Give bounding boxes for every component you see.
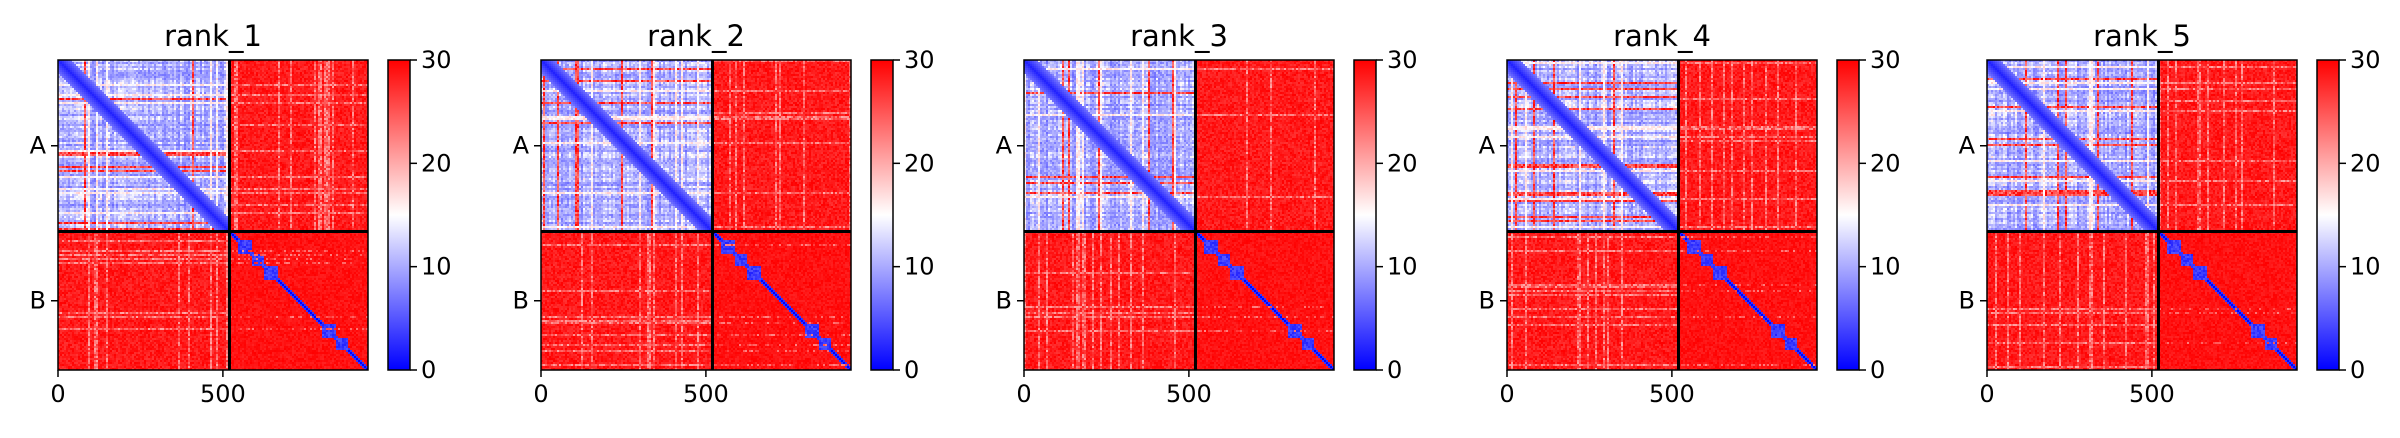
colorbar-tick-label: 20 <box>1870 149 1901 177</box>
colorbar-tick-label: 20 <box>421 149 452 177</box>
y-tick-label: B <box>996 287 1012 315</box>
panel-5: rank_5 0 500 A B 0 10 20 30 <box>1959 19 2381 408</box>
x-tick-label: 500 <box>2129 380 2175 408</box>
y-tick-label: A <box>1479 132 1496 160</box>
pae-heatmap <box>541 60 851 370</box>
panel-title: rank_2 <box>647 19 745 53</box>
colorbar-tick-label: 0 <box>2350 356 2365 384</box>
x-tick-label: 0 <box>1499 380 1514 408</box>
colorbar-tick-label: 10 <box>2350 253 2381 281</box>
colorbar-tick-label: 30 <box>421 46 452 74</box>
x-tick-label: 0 <box>533 380 548 408</box>
colorbar-tick-label: 0 <box>421 356 436 384</box>
panel-title: rank_5 <box>2093 19 2191 53</box>
colorbar-tick-label: 30 <box>1387 46 1418 74</box>
x-tick-label: 0 <box>50 380 65 408</box>
colorbar <box>871 60 893 370</box>
panel-title: rank_1 <box>164 19 262 53</box>
panel-2: rank_2 0 500 A B 0 10 20 30 <box>513 19 935 408</box>
plot-frame <box>1506 59 1818 371</box>
colorbar <box>1837 60 1859 370</box>
panel-title: rank_4 <box>1613 19 1711 53</box>
colorbar-tick-label: 10 <box>421 253 452 281</box>
panel-4: rank_4 0 500 A B 0 10 20 30 <box>1479 19 1901 408</box>
colorbar-tick-label: 30 <box>2350 46 2381 74</box>
y-tick-label: A <box>513 132 530 160</box>
colorbar-tick-label: 10 <box>904 253 935 281</box>
y-tick-label: B <box>513 287 529 315</box>
y-tick-label: B <box>30 287 46 315</box>
colorbar-tick-label: 10 <box>1387 253 1418 281</box>
colorbar-tick-label: 10 <box>1870 253 1901 281</box>
colorbar <box>1354 60 1376 370</box>
pae-heatmap <box>1024 60 1334 370</box>
colorbar-tick-label: 0 <box>1870 356 1885 384</box>
colorbar-tick-label: 20 <box>1387 149 1418 177</box>
x-tick-label: 0 <box>1979 380 1994 408</box>
colorbar-tick-label: 30 <box>1870 46 1901 74</box>
colorbar-frame <box>1836 59 1860 371</box>
y-tick-label: A <box>996 132 1013 160</box>
y-tick-label: A <box>30 132 47 160</box>
colorbar-tick-label: 0 <box>1387 356 1402 384</box>
colorbar-frame <box>870 59 894 371</box>
x-tick-label: 500 <box>1649 380 1695 408</box>
x-tick-label: 500 <box>1166 380 1212 408</box>
colorbar-frame <box>2316 59 2340 371</box>
x-tick-label: 500 <box>683 380 729 408</box>
pae-heatmap <box>58 60 368 370</box>
colorbar <box>2317 60 2339 370</box>
plot-frame <box>540 59 852 371</box>
plot-frame <box>1023 59 1335 371</box>
colorbar-frame <box>1353 59 1377 371</box>
plot-frame <box>1986 59 2298 371</box>
pae-heatmap <box>1987 60 2297 370</box>
colorbar-frame <box>387 59 411 371</box>
colorbar-tick-label: 20 <box>904 149 935 177</box>
y-tick-label: B <box>1959 287 1975 315</box>
colorbar-tick-label: 0 <box>904 356 919 384</box>
panel-1: rank_1 0 500 A B 0 10 20 30 <box>30 19 452 408</box>
y-tick-label: A <box>1959 132 1976 160</box>
x-tick-label: 500 <box>200 380 246 408</box>
colorbar-tick-label: 20 <box>2350 149 2381 177</box>
x-tick-label: 0 <box>1016 380 1031 408</box>
colorbar-tick-label: 30 <box>904 46 935 74</box>
panel-3: rank_3 0 500 A B 0 10 20 30 <box>996 19 1418 408</box>
plot-frame <box>57 59 369 371</box>
y-tick-label: B <box>1479 287 1495 315</box>
panel-title: rank_3 <box>1130 19 1228 53</box>
pae-heatmap <box>1507 60 1817 370</box>
colorbar <box>388 60 410 370</box>
